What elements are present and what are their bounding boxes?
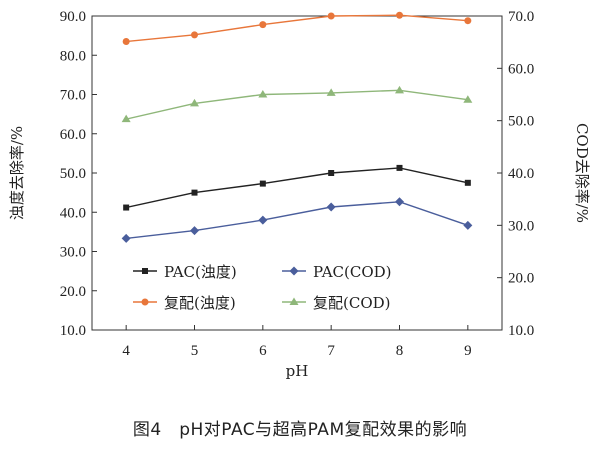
legend-marker-square (142, 268, 148, 274)
x-axis-ticks: 4 5 6 7 8 9 (122, 325, 472, 359)
right-tick-label: 40.0 (508, 166, 534, 182)
data-point (258, 90, 268, 98)
left-tick-label: 10.0 (60, 323, 86, 339)
legend-label: PAC(COD) (313, 263, 392, 281)
series-layer (121, 11, 473, 243)
series-line (126, 167, 468, 209)
x-tick-label: 6 (259, 343, 267, 359)
left-axis-ticks: 10.0 20.0 30.0 40.0 50.0 60.0 70.0 80.0 90.0 (60, 9, 97, 339)
x-tick-label: 8 (396, 343, 404, 359)
legend-label: 复配(浊度) (164, 294, 236, 312)
left-tick-label: 80.0 (60, 48, 86, 64)
series-2 (122, 11, 472, 46)
data-point (123, 204, 130, 211)
data-point (396, 11, 403, 19)
right-tick-label: 50.0 (508, 114, 534, 130)
data-point (463, 220, 473, 230)
data-point (327, 12, 335, 20)
legend: PAC(浊度) PAC(COD) 复配(浊度) 复配(COD) (133, 263, 392, 312)
left-tick-label: 20.0 (60, 284, 86, 300)
data-point (463, 95, 473, 103)
data-point (395, 85, 404, 94)
data-point (190, 98, 199, 107)
series-1 (121, 197, 473, 243)
plot-frame (91, 15, 503, 331)
data-point (464, 179, 471, 186)
data-point (259, 180, 266, 187)
data-point (464, 17, 472, 25)
data-point (326, 202, 336, 212)
left-tick-label: 30.0 (60, 245, 86, 261)
series-line (126, 201, 469, 240)
series-3 (121, 85, 473, 123)
legend-item-pac-cod: PAC(COD) (282, 263, 392, 281)
data-point (326, 88, 336, 96)
series-line (126, 14, 468, 43)
left-tick-label: 70.0 (60, 88, 86, 104)
x-tick-label: 4 (122, 343, 130, 359)
x-tick-label: 9 (464, 343, 472, 359)
right-tick-label: 10.0 (508, 323, 534, 339)
x-tick-label: 7 (327, 343, 335, 359)
legend-item-pac-turbidity: PAC(浊度) (133, 263, 237, 281)
right-tick-label: 20.0 (508, 271, 534, 287)
right-tick-label: 30.0 (508, 218, 534, 234)
left-tick-label: 90.0 (60, 9, 86, 25)
left-tick-label: 60.0 (60, 127, 86, 143)
legend-item-compound-cod: 复配(COD) (282, 294, 391, 312)
legend-marker-circle (141, 298, 149, 306)
data-point (190, 226, 199, 236)
figure-caption: 图4 pH对PAC与超高PAM复配效果的影响 (132, 420, 468, 440)
data-point (121, 114, 131, 123)
legend-label: 复配(COD) (313, 294, 391, 312)
data-point (191, 189, 198, 196)
data-point (191, 31, 198, 39)
right-axis-title: COD去除率/% (573, 123, 591, 223)
data-point (122, 38, 130, 46)
left-tick-label: 50.0 (60, 166, 86, 182)
legend-label: PAC(浊度) (164, 263, 237, 281)
series-0 (123, 164, 471, 211)
right-axis-ticks: 10.0 20.0 30.0 40.0 50.0 60.0 70.0 (497, 9, 534, 339)
data-point (396, 164, 403, 171)
legend-marker-triangle (289, 297, 299, 305)
right-tick-label: 70.0 (508, 9, 534, 25)
series-line (126, 89, 468, 120)
data-point (328, 170, 335, 176)
data-point (395, 197, 404, 207)
data-point (121, 233, 131, 243)
data-point (259, 21, 267, 29)
data-point (258, 215, 268, 225)
legend-item-compound-turbidity: 复配(浊度) (133, 294, 236, 312)
left-tick-label: 40.0 (60, 205, 86, 221)
legend-marker-diamond (289, 266, 299, 276)
x-axis-title: pH (286, 362, 309, 380)
x-tick-label: 5 (191, 343, 199, 359)
right-tick-label: 60.0 (508, 61, 534, 77)
left-axis-title: 浊度去除率/% (8, 126, 26, 220)
